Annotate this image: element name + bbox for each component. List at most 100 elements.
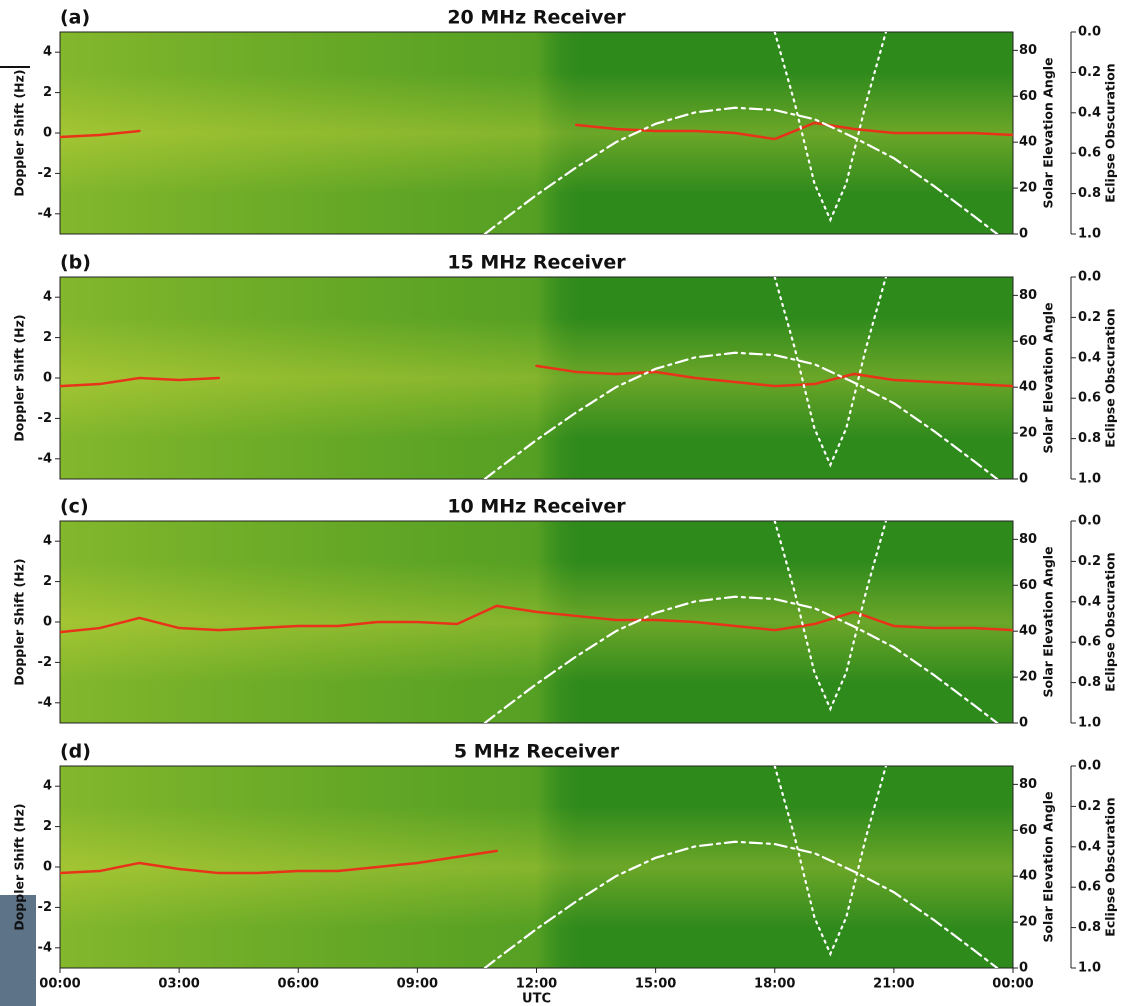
y3-tick-label: 0.2: [1078, 310, 1101, 325]
elevation-curve: [483, 595, 999, 723]
y3-axis-label: Eclipse Obscuration: [1103, 552, 1118, 691]
y-tick-label: -2: [38, 900, 52, 915]
x-tick-label: 03:00: [158, 977, 199, 992]
y3-tick-label: 0.8: [1078, 431, 1101, 446]
y2-tick-label: 60: [1019, 823, 1037, 838]
y3-tick-label: 0.4: [1078, 105, 1101, 120]
obscuration-curve: [773, 32, 888, 223]
panel-title: 10 MHz Receiver: [447, 496, 626, 518]
y3-tick-label: 0.0: [1078, 514, 1101, 529]
y-tick-label: -2: [38, 655, 52, 670]
y-tick-label: 0: [43, 860, 52, 875]
y2-axis-label: Solar Elevation Angle: [1041, 57, 1056, 208]
y3-tick-label: 0.2: [1078, 554, 1101, 569]
panel-label: (b): [60, 252, 91, 274]
elevation-curve: [483, 840, 999, 968]
elevation-curve: [483, 351, 999, 479]
y-tick-label: -4: [38, 695, 52, 710]
panel: (b) 15 MHz Receiver -4 -2 0 2 4 Doppler Shift (…: [12, 252, 1118, 487]
y3-tick-label: 1.0: [1078, 716, 1101, 731]
y-tick-label: -4: [38, 451, 52, 466]
y2-axis-label: Solar Elevation Angle: [1041, 546, 1056, 697]
x-tick-label: 21:00: [873, 977, 914, 992]
doppler-trace: [535, 364, 1013, 388]
y2-tick-label: 40: [1019, 624, 1037, 639]
y2-tick-label: 40: [1019, 869, 1037, 884]
y-tick-label: 2: [43, 85, 52, 100]
panel-label: (c): [60, 496, 89, 518]
y3-tick-label: 0.0: [1078, 759, 1101, 774]
obscuration-curve: [773, 521, 888, 712]
y-axis-label: Doppler Shift (Hz): [12, 69, 27, 196]
y-tick-label: -4: [38, 206, 52, 221]
y3-tick-label: 0.4: [1078, 839, 1101, 854]
y3-tick-label: 0.0: [1078, 25, 1101, 40]
y3-tick-label: 0.4: [1078, 594, 1101, 609]
y-tick-label: 4: [43, 45, 52, 60]
x-tick-label: 12:00: [516, 977, 557, 992]
y3-axis-label: Eclipse Obscuration: [1103, 63, 1118, 202]
y-tick-label: 0: [43, 371, 52, 386]
y2-tick-label: 40: [1019, 380, 1037, 395]
y2-tick-label: 0: [1019, 961, 1028, 976]
y2-tick-label: 0: [1019, 227, 1028, 242]
spectrogram-glow: [60, 72, 1013, 194]
y-tick-label: 2: [43, 819, 52, 834]
x-tick-label: 06:00: [278, 977, 319, 992]
y-tick-label: 0: [43, 615, 52, 630]
y2-tick-label: 20: [1019, 181, 1037, 196]
y2-tick-label: 0: [1019, 716, 1028, 731]
y3-axis-label: Eclipse Obscuration: [1103, 797, 1118, 936]
doppler-trace: [60, 604, 1013, 634]
y2-tick-label: 60: [1019, 89, 1037, 104]
y3-tick-label: 0.6: [1078, 635, 1101, 650]
y3-tick-label: 0.4: [1078, 350, 1101, 365]
x-tick-label: 18:00: [754, 977, 795, 992]
y2-tick-label: 20: [1019, 670, 1037, 685]
y3-tick-label: 1.0: [1078, 227, 1101, 242]
y-tick-label: -2: [38, 411, 52, 426]
panel: (a) 20 MHz Receiver -4 -2 0 2 4 Doppler Shift (…: [12, 7, 1118, 242]
plot-area: [60, 32, 1013, 234]
obscuration-curve: [773, 766, 888, 957]
y2-tick-label: 40: [1019, 135, 1037, 150]
y2-tick-label: 20: [1019, 915, 1037, 930]
y-tick-label: 4: [43, 779, 52, 794]
y2-tick-label: 80: [1019, 777, 1037, 792]
y3-tick-label: 0.6: [1078, 880, 1101, 895]
panel-title: 15 MHz Receiver: [447, 252, 626, 274]
y-tick-label: -2: [38, 166, 52, 181]
y2-tick-label: 60: [1019, 578, 1037, 593]
panel-title: 5 MHz Receiver: [454, 741, 620, 763]
y-tick-label: 0: [43, 126, 52, 141]
y2-tick-label: 60: [1019, 334, 1037, 349]
y-tick-label: 4: [43, 290, 52, 305]
obscuration-curve: [773, 277, 888, 468]
y-axis-label: Doppler Shift (Hz): [12, 314, 27, 441]
y2-axis-label: Solar Elevation Angle: [1041, 302, 1056, 453]
y2-tick-label: 0: [1019, 472, 1028, 487]
doppler-trace: [574, 121, 1013, 141]
y3-tick-label: 0.6: [1078, 146, 1101, 161]
plot-area: [60, 521, 1013, 723]
y2-axis-label: Solar Elevation Angle: [1041, 791, 1056, 942]
panel-label: (a): [60, 7, 90, 29]
doppler-trace: [60, 129, 141, 139]
y3-tick-label: 0.8: [1078, 920, 1101, 935]
plot-area: [60, 277, 1013, 479]
y3-axis-label: Eclipse Obscuration: [1103, 308, 1118, 447]
y2-tick-label: 20: [1019, 426, 1037, 441]
y3-tick-label: 0.0: [1078, 270, 1101, 285]
y3-tick-label: 1.0: [1078, 961, 1101, 976]
artifact-line: [0, 66, 30, 68]
spectrogram-glow: [60, 561, 1013, 683]
doppler-trace: [60, 376, 221, 388]
doppler-trace: [60, 849, 499, 875]
y2-tick-label: 80: [1019, 288, 1037, 303]
x-axis-label: UTC: [522, 992, 551, 1006]
elevation-curve: [483, 106, 999, 234]
y2-tick-label: 80: [1019, 532, 1037, 547]
x-tick-label: 00:00: [39, 977, 80, 992]
y-tick-label: 2: [43, 574, 52, 589]
